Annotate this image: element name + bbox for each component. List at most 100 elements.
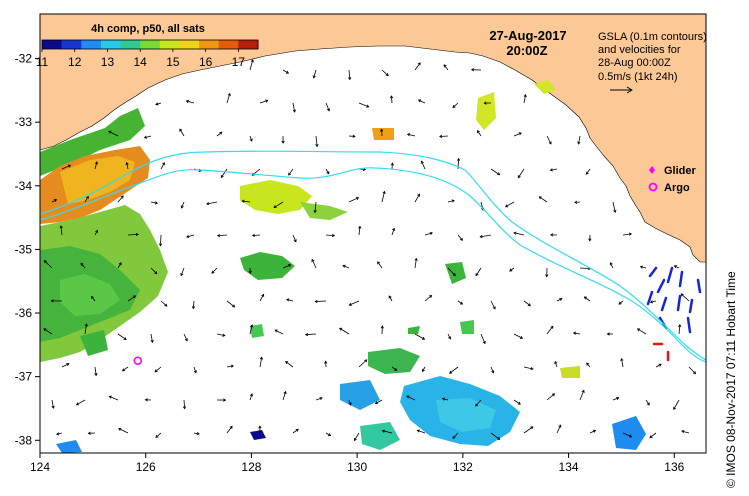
velocity-arrow-head (184, 338, 188, 342)
velocity-arrow (414, 258, 417, 269)
velocity-arrow-head (586, 362, 590, 366)
velocity-arrow (554, 361, 558, 368)
velocity-arrow (122, 366, 129, 372)
velocity-arrow (51, 199, 57, 203)
velocity-arrow (612, 397, 619, 401)
argo-float-marker (133, 356, 143, 366)
velocity-arrow (513, 333, 523, 339)
velocity-arrow (579, 267, 591, 270)
velocity-arrow (375, 399, 383, 405)
velocity-arrow-head (629, 434, 633, 438)
imos-credit: © IMOS 08-Nov-2017 07:11 Hobart Time (724, 271, 738, 488)
velocity-arrow-head (504, 204, 509, 208)
velocity-arrow (94, 366, 97, 376)
velocity-arrow-head (292, 109, 296, 113)
velocity-arrow-head (180, 273, 184, 277)
velocity-arrow (523, 94, 526, 104)
velocity-arrow-head (592, 429, 597, 433)
velocity-arrow-head (121, 368, 126, 372)
velocity-arrow (181, 201, 185, 209)
velocity-arrow (160, 300, 168, 307)
velocity-arrow-head (342, 264, 346, 268)
velocity-arrow (612, 201, 616, 213)
velocity-arrow-head (358, 225, 362, 229)
velocity-arrow-head (577, 141, 581, 145)
velocity-arrow-head (417, 193, 421, 197)
velocity-arrow-head (249, 393, 253, 397)
colorbar-segment (238, 40, 259, 49)
velocity-arrow-head (66, 363, 70, 366)
velocity-arrow-head (314, 299, 318, 304)
velocity-arrow-head (241, 199, 245, 203)
plot-frame (39, 13, 707, 454)
velocity-arrow-head (216, 233, 221, 238)
velocity-arrow (155, 432, 162, 438)
velocity-arrow (439, 135, 449, 137)
velocity-arrow-head (492, 306, 496, 310)
velocity-arrow-head (574, 200, 578, 204)
x-tick-label: 128 (241, 460, 261, 474)
velocity-arrow (315, 397, 323, 401)
velocity-arrow (447, 200, 455, 203)
colorbar-segment (218, 40, 239, 49)
velocity-arrow (160, 234, 162, 246)
velocity-arrow-head (452, 273, 456, 277)
velocity-arrow-head (352, 134, 356, 138)
velocity-arrow (118, 428, 129, 434)
colorbar-tick-label: 13 (101, 55, 115, 69)
velocity-arrow-head (377, 261, 381, 265)
velocity-arrow (377, 261, 383, 269)
y-tick-label: -33 (15, 115, 33, 129)
velocity-arrow-head (186, 234, 190, 239)
velocity-arrow-head (406, 395, 410, 399)
velocity-arrow-head (222, 333, 226, 337)
velocity-arrow (127, 295, 136, 302)
velocity-arrow (586, 362, 591, 368)
gsla-line-1: GSLA (0.1m contours) (598, 31, 707, 43)
velocity-arrow-head (313, 210, 317, 214)
velocity-arrow (126, 162, 129, 170)
velocity-arrow-head (223, 398, 227, 402)
velocity-arrow-head (420, 160, 424, 164)
velocity-arrow (288, 168, 294, 176)
velocity-arrow-head (154, 271, 158, 275)
y-tick-label: -32 (15, 52, 33, 66)
velocity-arrow-head (394, 367, 398, 371)
argo-legend-label: Argo (664, 182, 690, 194)
x-tick-label: 132 (453, 460, 473, 474)
velocity-arrow (680, 293, 690, 302)
velocity-arrow (650, 300, 657, 303)
map-date: 27-Aug-2017 (489, 28, 566, 43)
velocity-arrow-head (53, 199, 58, 203)
velocity-arrow (546, 326, 554, 335)
velocity-arrow (282, 69, 289, 74)
velocity-arrow-head (288, 264, 292, 268)
velocity-arrow (349, 300, 360, 306)
velocity-arrow (259, 357, 263, 368)
velocity-arrow (249, 135, 253, 142)
velocity-arrow-head (288, 172, 292, 176)
velocity-arrow-head (692, 371, 697, 375)
velocity-arrow-head (59, 225, 63, 229)
velocity-arrow-head (154, 201, 159, 205)
velocity-arrow-head (558, 424, 562, 428)
velocity-arrow-head (158, 243, 163, 247)
velocity-arrow-head (417, 99, 422, 103)
velocity-arrow (358, 226, 361, 236)
velocity-arrow-head (304, 332, 309, 337)
velocity-arrow-head (315, 144, 319, 148)
velocity-arrow (242, 200, 251, 203)
y-tick-label: -37 (15, 370, 33, 384)
velocity-arrow-head (94, 372, 98, 377)
velocity-arrow (449, 366, 459, 374)
velocity-arrow (286, 299, 294, 302)
velocity-arrow (84, 196, 89, 203)
velocity-arrow-head (108, 130, 112, 134)
velocity-arrow (490, 300, 496, 310)
velocity-arrow-head (636, 328, 641, 332)
colorbar-segment (140, 40, 161, 49)
velocity-arrow (513, 399, 521, 405)
velocity-arrow (406, 395, 416, 401)
velocity-arrow-head (185, 99, 189, 104)
glider-legend-label: Glider (664, 165, 697, 177)
